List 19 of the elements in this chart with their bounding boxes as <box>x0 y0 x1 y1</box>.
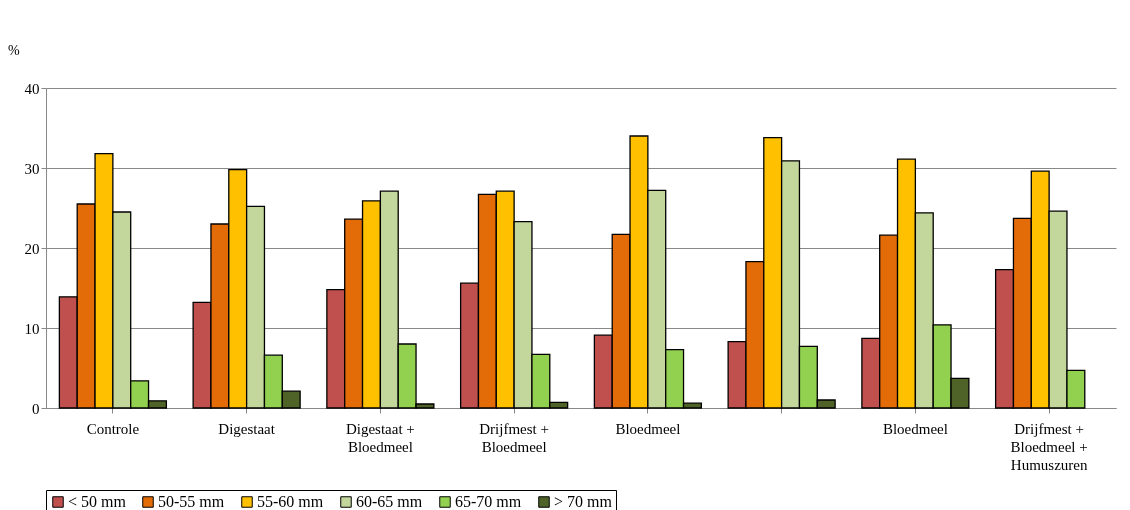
y-tick-label: 20 <box>24 240 40 257</box>
x-tick-label: Bloedmeel <box>882 420 948 437</box>
y-tick-label: 0 <box>32 400 40 417</box>
legend-label: 65-70 mm <box>455 493 522 510</box>
y-tick-label: 40 <box>24 80 40 97</box>
y-axis-title: % <box>8 43 20 58</box>
legend-label: < 50 mm <box>68 493 127 510</box>
legend-label: 60-65 mm <box>356 493 423 510</box>
y-tick-label: 30 <box>24 160 40 177</box>
y-tick-label: 10 <box>24 320 40 337</box>
x-tick-label: Controle <box>86 420 140 437</box>
x-tick-label: Digestaat + Bloedmeel <box>345 420 415 455</box>
legend-label: > 70 mm <box>554 493 613 510</box>
x-tick-label: Bloedmeel <box>615 420 681 437</box>
x-tick-label: Digestaat <box>218 420 276 437</box>
x-tick-label: Drijfmest + Bloedmeel + Humuszuren <box>1010 420 1088 473</box>
x-tick-label: Drijfmest + Bloedmeel <box>479 420 549 455</box>
legend-label: 55-60 mm <box>257 493 324 510</box>
legend-label: 50-55 mm <box>158 493 225 510</box>
